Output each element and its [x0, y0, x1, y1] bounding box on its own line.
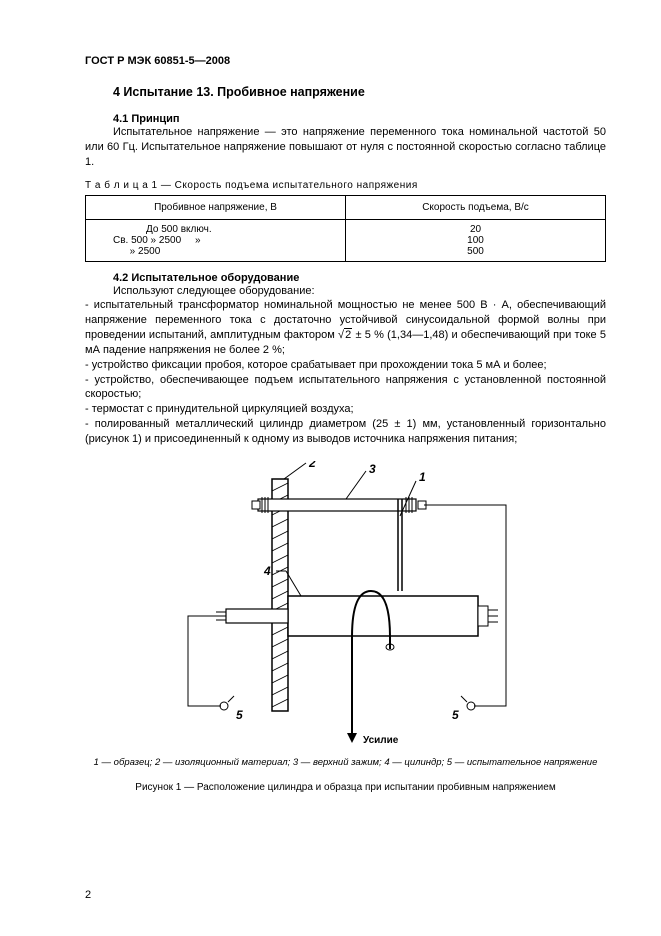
svg-text:5: 5	[452, 708, 459, 722]
svg-text:2: 2	[308, 461, 316, 470]
insulation-plate	[272, 479, 288, 711]
svg-text:4: 4	[263, 564, 271, 578]
equipment-item-1: - испытательный трансформатор номинально…	[85, 298, 606, 357]
table-1-header-col1: Пробивное напряжение, В	[86, 195, 346, 219]
document-header: ГОСТ Р МЭК 60851-5—2008	[85, 55, 606, 67]
table-1-header-col2: Скорость подъема, В/с	[346, 195, 606, 219]
paragraph-4-2-intro: Используют следующее оборудование:	[85, 284, 606, 299]
figure-1-legend: 1 — образец; 2 — изоляционный материал; …	[85, 757, 606, 768]
figure-1: Усилие 2 3 1 4 5 5	[85, 461, 606, 749]
equipment-item-3: - устройство, обеспечивающее подъем испы…	[85, 373, 606, 403]
table-1-body-col2: 20100500	[346, 219, 606, 261]
svg-text:1: 1	[419, 470, 426, 484]
page: ГОСТ Р МЭК 60851-5—2008 4 Испытание 13. …	[0, 0, 661, 936]
equipment-item-2: - устройство фиксации пробоя, которое ср…	[85, 358, 606, 373]
figure-1-svg: Усилие 2 3 1 4 5 5	[166, 461, 526, 746]
table-1-caption: Т а б л и ц а 1 — Скорость подъема испыт…	[85, 180, 606, 191]
paragraph-4-1-text: Испытательное напряжение — это напряжени…	[85, 126, 606, 168]
figure-1-caption: Рисунок 1 — Расположение цилиндра и обра…	[85, 782, 606, 793]
subsection-4-1-title: 4.1 Принцип	[113, 113, 606, 125]
subsection-4-2-title: 4.2 Испытательное оборудование	[113, 272, 606, 284]
svg-text:3: 3	[369, 462, 376, 476]
equipment-item-4: - термостат с принудительной циркуляцией…	[85, 402, 606, 417]
sqrt-icon: 2	[338, 328, 352, 343]
upper-clamp-bar	[258, 499, 416, 511]
table-1: Пробивное напряжение, В Скорость подъема…	[85, 195, 606, 262]
paragraph-4-1: Испытательное напряжение — это напряжени…	[85, 125, 606, 170]
section-4-title: 4 Испытание 13. Пробивное напряжение	[113, 85, 606, 99]
equipment-item-5: - полированный металлический цилиндр диа…	[85, 417, 606, 447]
svg-text:5: 5	[236, 708, 243, 722]
page-number: 2	[85, 889, 91, 901]
force-label: Усилие	[363, 735, 399, 746]
table-1-body-col1: До 500 включ.Св. 500 » 2500 » » 2500	[86, 219, 346, 261]
cylinder-body	[288, 596, 478, 636]
